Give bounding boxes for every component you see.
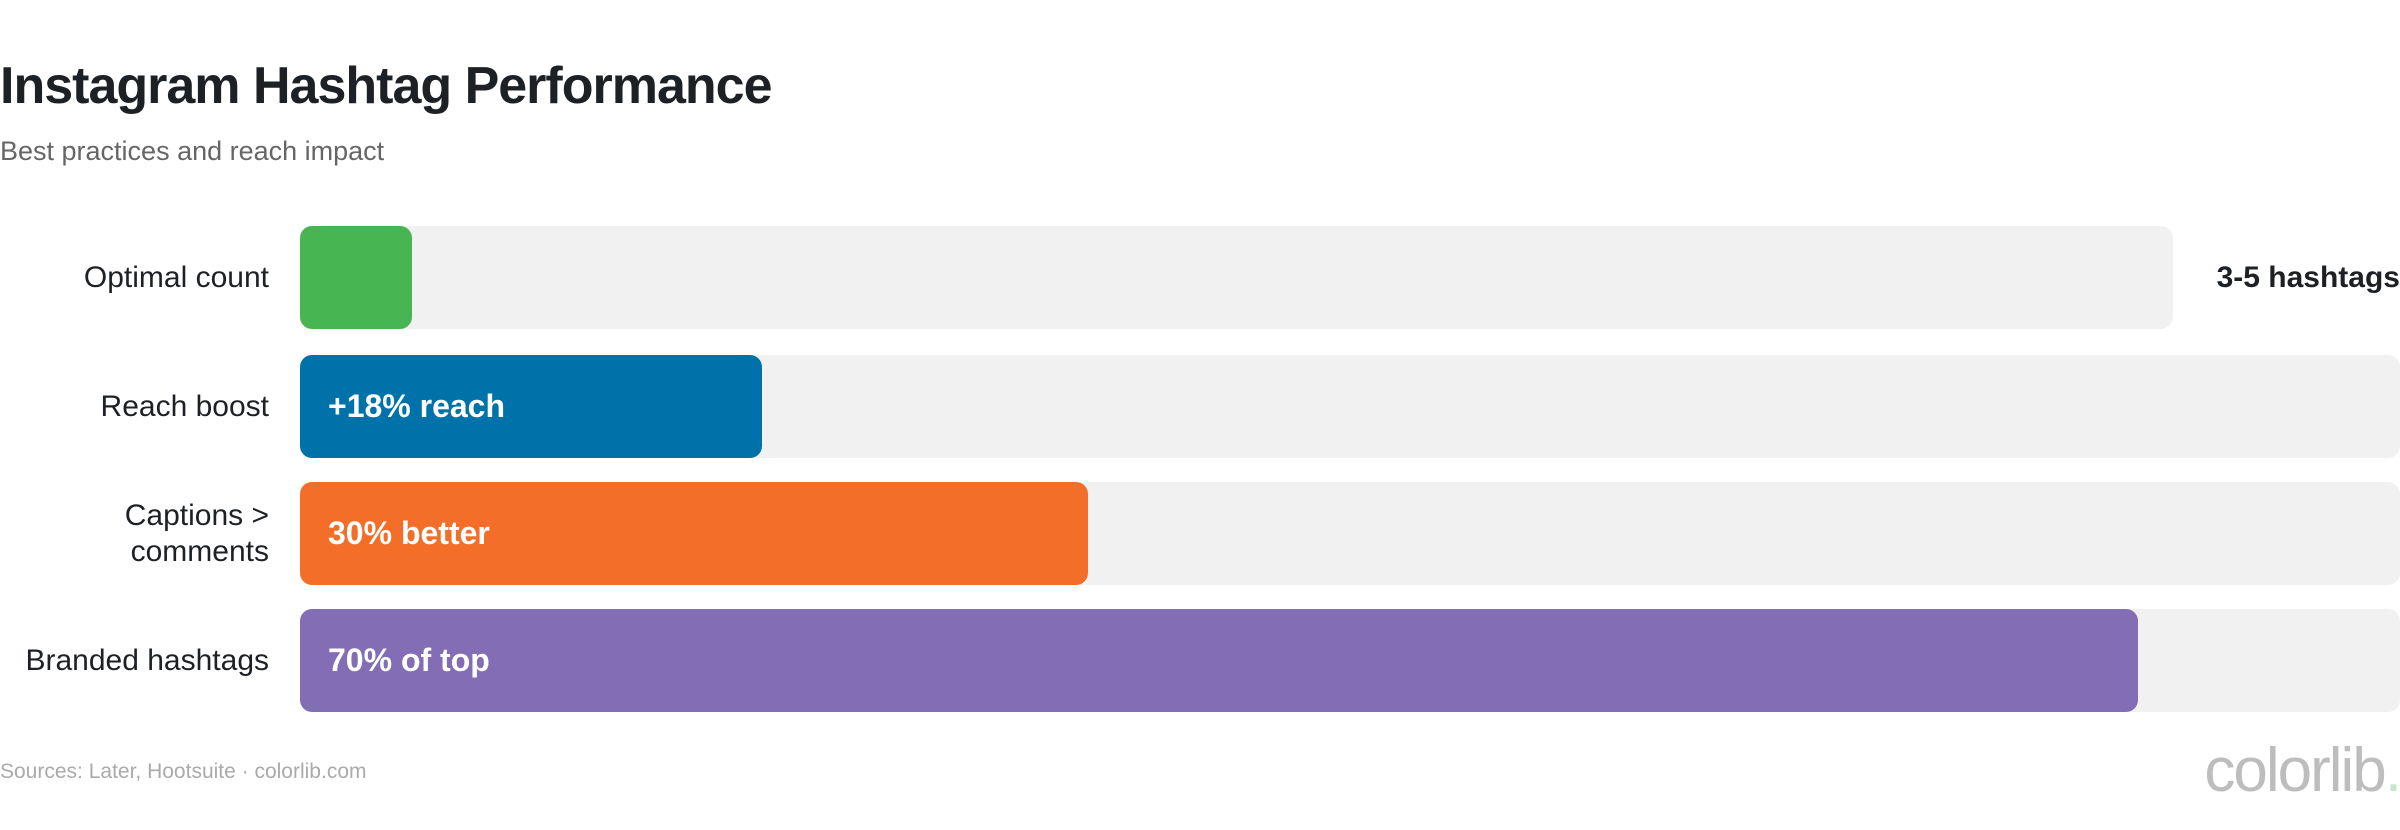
bar: +18% reach [300,355,762,458]
category-label: Branded hashtags [25,643,269,677]
source-note: Sources: Later, Hootsuite · colorlib.com [0,760,367,783]
chart-subtitle: Best practices and reach impact [0,136,385,166]
bar-row: Branded hashtags 70% of top [0,609,2400,712]
bar [300,226,413,329]
value-label: +18% reach [328,388,506,424]
value-label: 70% of top [328,642,490,678]
bar-track: 70% of top [300,609,2400,712]
colorlib-logo: colorlib. [2204,736,2400,805]
value-label: 3-5 hashtags [2216,260,2400,294]
bar: 30% better [300,482,1088,585]
bar-row: Reach boost +18% reach [0,355,2400,458]
value-label: 30% better [328,515,490,551]
bar: 70% of top [300,609,2138,712]
chart-title: Instagram Hashtag Performance [0,57,772,115]
bar-row: Captions > comments 30% better [0,482,2400,585]
category-label: Captions > comments [124,498,269,568]
bar-track [300,226,2173,329]
bar-row: Optimal count 3-5 hashtags [0,226,2400,329]
value-label-outside: 3-5 hashtags [2217,226,2400,329]
category-label: Optimal count [83,260,269,294]
bar-track: 30% better [300,482,2400,585]
category-label: Reach boost [100,389,269,423]
bar-track: +18% reach [300,355,2400,458]
